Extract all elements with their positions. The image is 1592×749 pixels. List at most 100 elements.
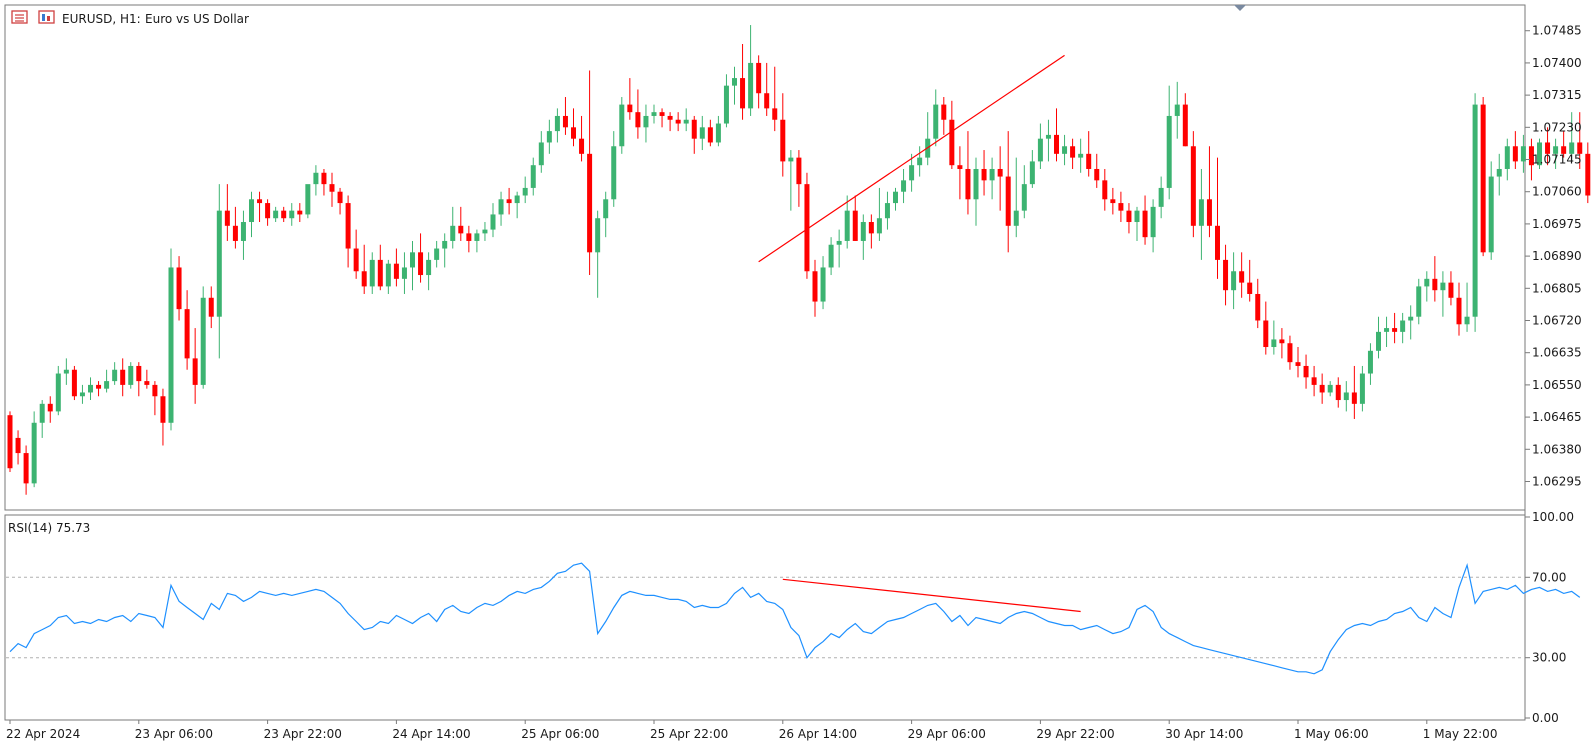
chart-shift-marker[interactable] <box>1234 5 1246 11</box>
candle-body <box>973 168 979 200</box>
candle-body <box>1392 328 1398 332</box>
depth-of-market-icon[interactable] <box>38 10 55 24</box>
candle-body <box>1198 199 1204 226</box>
candle <box>1416 278 1422 325</box>
trendlines[interactable] <box>758 54 1081 613</box>
rsi-levels <box>6 576 1524 659</box>
candle <box>780 93 786 177</box>
candle <box>579 115 585 162</box>
candle <box>1351 365 1357 419</box>
candle <box>434 240 440 268</box>
rsi-trendline[interactable] <box>782 578 1081 613</box>
candle <box>31 411 37 488</box>
candle-body <box>1013 210 1019 226</box>
candle <box>7 411 13 473</box>
candle-body <box>1005 176 1011 226</box>
rsi-tick-label: 70.00 <box>1532 570 1566 584</box>
candle-body <box>562 115 568 128</box>
candle-body <box>1239 271 1245 283</box>
candle-body <box>39 403 45 423</box>
candle <box>562 97 568 135</box>
candle <box>112 362 118 385</box>
candle-body <box>1464 316 1470 325</box>
candle-body <box>401 267 407 279</box>
price-tick-label: 1.07485 <box>1532 24 1582 38</box>
candle-body <box>643 115 649 128</box>
candle <box>667 112 673 132</box>
trade-panel-icon[interactable] <box>11 10 28 24</box>
candle-body <box>619 104 625 147</box>
candle-body <box>1456 297 1462 325</box>
candle-body <box>1553 146 1559 154</box>
candle-body <box>96 384 102 389</box>
candle-body <box>128 365 134 385</box>
candle-body <box>498 199 504 215</box>
candle-body <box>1021 184 1027 211</box>
candle-body <box>393 263 399 279</box>
time-tick-label: 25 Apr 06:00 <box>521 727 599 741</box>
candle-body <box>426 259 432 276</box>
candle <box>1376 316 1381 359</box>
candle-body <box>1416 286 1422 317</box>
candle <box>715 115 721 147</box>
candle-body <box>1279 339 1285 344</box>
candle <box>997 146 1003 211</box>
candle-body <box>587 153 593 253</box>
candle-body <box>321 172 327 185</box>
candle-body <box>691 119 697 139</box>
time-tick-label: 23 Apr 22:00 <box>264 727 342 741</box>
candle-body <box>71 369 77 397</box>
candle-body <box>764 93 770 109</box>
candle <box>820 256 826 310</box>
candle <box>240 210 246 260</box>
candle <box>1239 252 1245 298</box>
candle <box>385 259 391 294</box>
candle-body <box>232 225 238 241</box>
symbol-icons[interactable] <box>11 10 55 24</box>
candle-body <box>200 297 206 385</box>
candle <box>1190 131 1196 238</box>
candle-body <box>957 165 963 169</box>
candle <box>611 131 617 207</box>
candle <box>659 108 665 128</box>
candle-body <box>1311 377 1317 385</box>
candle-body <box>1496 168 1502 177</box>
price-trendline[interactable] <box>758 54 1065 263</box>
candle-body <box>418 252 424 276</box>
candle <box>1367 343 1373 385</box>
candle <box>1279 328 1285 359</box>
candle <box>337 187 343 215</box>
price-axis: 1.07485 1.07400 1.07315 1.07230 1.07145 1.070… <box>1525 24 1582 488</box>
candle <box>1182 93 1188 147</box>
candle <box>675 112 681 132</box>
price-tick-label: 1.06550 <box>1532 378 1582 392</box>
candle-body <box>1569 142 1575 154</box>
candle-body <box>1384 328 1390 332</box>
candle-body <box>361 271 367 287</box>
candle <box>281 206 287 223</box>
candle <box>1440 271 1446 317</box>
candle-body <box>699 127 705 139</box>
candle <box>321 168 327 196</box>
candle <box>55 365 61 416</box>
candle-body <box>120 369 126 385</box>
candle <box>506 187 512 215</box>
candle-body <box>1166 115 1172 188</box>
candle <box>458 206 464 241</box>
candle <box>88 377 93 401</box>
price-tick-label: 1.06975 <box>1532 217 1582 231</box>
candle <box>265 199 271 226</box>
candle-body <box>788 157 794 162</box>
candle-body <box>1303 365 1309 378</box>
candle <box>120 358 126 397</box>
candle <box>15 430 21 465</box>
rsi-tick-label: 0.00 <box>1532 711 1559 725</box>
candle-body <box>893 191 898 204</box>
candle <box>257 191 263 223</box>
price-tick-label: 1.06720 <box>1532 314 1582 328</box>
price-tick-label: 1.06465 <box>1532 410 1582 424</box>
candle-body <box>176 267 182 310</box>
candle <box>973 157 979 226</box>
